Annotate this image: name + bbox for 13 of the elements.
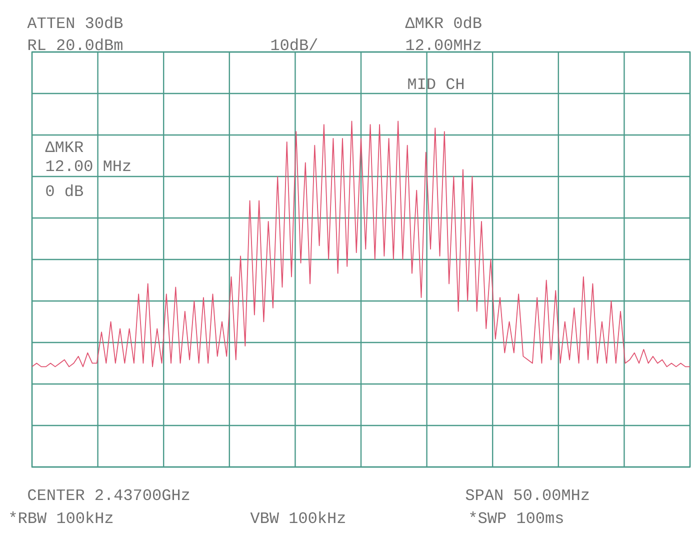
annotation: 0 dB	[46, 184, 84, 196]
text: *SWP 100ms	[470, 511, 563, 524]
text: RL 20.0dBm	[28, 38, 122, 50]
text: ATTEN 30dB	[27, 16, 123, 28]
text: CENTER 2.43700GHz	[28, 489, 190, 500]
text: 12.00MHz	[406, 39, 481, 50]
text: *RBW 100kHz	[10, 511, 113, 524]
text: 10dB/	[271, 38, 318, 50]
text: SPAN 50.00MHz	[466, 489, 589, 500]
text: VBW 100kHz	[250, 511, 345, 524]
annotation: ΔMKR	[45, 141, 84, 152]
text: ΔMKR 0dB	[405, 16, 482, 28]
annotation: 12.00 MHz	[46, 160, 130, 172]
